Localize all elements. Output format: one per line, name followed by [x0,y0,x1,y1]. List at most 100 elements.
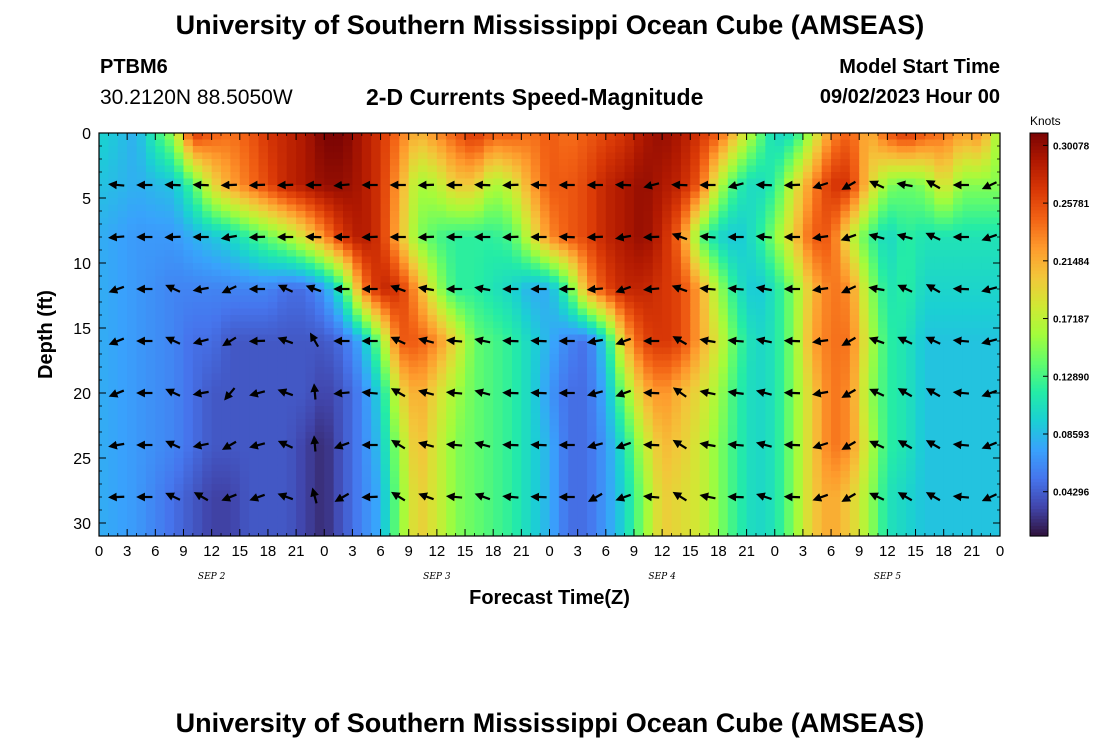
heatmap-cell [784,165,795,173]
heatmap-cell [718,146,729,154]
heatmap-cell [314,308,325,316]
heatmap-cell [267,289,278,297]
heatmap-cell [652,406,663,414]
heatmap-cell [174,243,185,251]
heatmap-cell [605,146,616,154]
heatmap-cell [145,159,156,167]
heatmap-cell [662,315,673,323]
heatmap-cell [99,425,109,433]
heatmap-cell [709,432,720,440]
heatmap-cell [802,497,813,505]
heatmap-cell [633,471,644,479]
heatmap-cell [831,380,842,388]
heatmap-cell [671,172,682,180]
heatmap-cell [174,178,185,186]
heatmap-cell [605,510,616,518]
heatmap-cell [765,159,776,167]
heatmap-cell [296,321,307,329]
heatmap-cell [155,373,166,381]
heatmap-cell [615,159,626,167]
heatmap-cell [530,451,541,459]
heatmap-cell [183,438,194,446]
heatmap-cell [596,269,607,277]
heatmap-cell [324,399,335,407]
heatmap-cell [361,152,372,160]
heatmap-cell [643,419,654,427]
heatmap-cell [493,419,504,427]
heatmap-cell [718,295,729,303]
heatmap-cell [624,211,635,219]
heatmap-cell [380,399,391,407]
heatmap-cell [99,243,109,251]
heatmap-cell [99,497,109,505]
heatmap-cell [493,198,504,206]
heatmap-cell [230,256,241,264]
heatmap-cell [774,380,785,388]
heatmap-cell [408,497,419,505]
heatmap-cell [530,503,541,511]
heatmap-cell [333,477,344,485]
heatmap-cell [371,425,382,433]
heatmap-cell [577,445,588,453]
heatmap-cell [108,464,119,472]
heatmap-cell [596,523,607,531]
heatmap-cell [605,321,616,329]
heatmap-cell [408,308,419,316]
heatmap-cell [389,464,400,472]
heatmap-cell [624,295,635,303]
heatmap-cell [568,289,579,297]
heatmap-cell [511,510,522,518]
heatmap-cell [784,211,795,219]
heatmap-cell [793,198,804,206]
heatmap-cell [624,477,635,485]
heatmap-cell [821,198,832,206]
heatmap-cell [474,315,485,323]
heatmap-cell [793,146,804,154]
footer-title: University of Southern Mississippi Ocean… [175,708,925,738]
heatmap-cell [662,224,673,232]
heatmap-cell [127,380,138,388]
heatmap-cell [183,302,194,310]
heatmap-cell [286,484,297,492]
heatmap-cell [511,282,522,290]
heatmap-cell [755,146,766,154]
heatmap-cell [483,139,494,147]
heatmap-cell [267,328,278,336]
heatmap-cell [643,224,654,232]
heatmap-cell [333,419,344,427]
heatmap-cell [267,451,278,459]
heatmap-cell [155,406,166,414]
heatmap-cell [305,146,316,154]
heatmap-cell [155,152,166,160]
heatmap-cell [427,503,438,511]
heatmap-cell [211,230,222,238]
heatmap-cell [540,178,551,186]
heatmap-cell [802,250,813,258]
heatmap-cell [399,269,410,277]
heatmap-cell [802,510,813,518]
heatmap-cell [436,146,447,154]
heatmap-cell [108,172,119,180]
heatmap-cell [812,133,823,141]
heatmap-cell [258,237,269,245]
heatmap-cell [793,451,804,459]
heatmap-cell [765,477,776,485]
heatmap-cell [380,256,391,264]
heatmap-cell [183,282,194,290]
heatmap-cell [286,464,297,472]
heatmap-cell [755,406,766,414]
heatmap-cell [596,419,607,427]
heatmap-cell [840,276,851,284]
heatmap-cell [812,308,823,316]
heatmap-cell [399,432,410,440]
heatmap-cell [164,484,175,492]
heatmap-cell [258,347,269,355]
heatmap-cell [455,289,466,297]
heatmap-cell [408,464,419,472]
heatmap-cell [314,419,325,427]
heatmap-cell [793,354,804,362]
heatmap-cell [549,451,560,459]
heatmap-cell [230,211,241,219]
heatmap-cell [277,217,288,225]
